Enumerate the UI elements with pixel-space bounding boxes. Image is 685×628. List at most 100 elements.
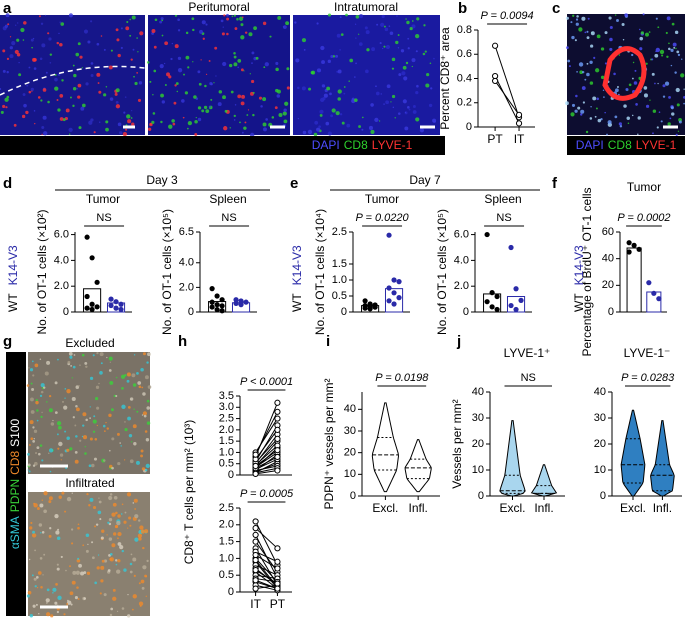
image-texture <box>34 549 36 552</box>
image-texture <box>600 75 605 80</box>
image-texture <box>42 115 47 120</box>
image-texture <box>30 397 34 402</box>
image-texture <box>46 602 48 604</box>
image-texture <box>58 495 62 499</box>
image-texture <box>675 47 677 50</box>
image-texture <box>307 129 313 135</box>
legend-bar <box>567 136 685 155</box>
image-texture <box>110 607 114 611</box>
pair-point <box>274 453 281 461</box>
image-texture <box>57 528 60 531</box>
image-texture <box>314 120 319 125</box>
image-texture <box>98 382 100 385</box>
image-texture <box>354 98 358 102</box>
image-texture <box>633 81 638 85</box>
dot <box>219 308 225 314</box>
image-background <box>28 352 150 474</box>
image-texture <box>20 27 25 33</box>
image-texture <box>124 374 127 377</box>
image-texture <box>639 47 643 51</box>
dot <box>396 279 402 285</box>
image-texture <box>29 526 33 530</box>
image-texture <box>103 593 107 597</box>
image-texture <box>72 64 75 67</box>
image-texture <box>31 388 35 391</box>
image-texture <box>146 406 151 410</box>
image-texture <box>147 127 152 131</box>
image-texture <box>405 18 407 20</box>
image-texture <box>59 117 64 121</box>
image-texture <box>149 80 152 83</box>
chart-title: Spleen <box>484 192 521 206</box>
image-texture <box>52 592 54 594</box>
image-texture <box>107 521 110 524</box>
image-texture <box>59 21 62 24</box>
image-texture <box>90 62 94 65</box>
image-texture <box>670 106 674 110</box>
image-texture <box>117 559 121 563</box>
dot <box>489 304 495 310</box>
image-texture <box>74 450 78 454</box>
image-texture <box>127 405 131 409</box>
image-texture <box>258 96 263 100</box>
image-texture <box>81 67 83 69</box>
image-texture <box>86 571 91 575</box>
image-texture <box>595 68 600 73</box>
y-tick-label: 10 <box>594 464 606 476</box>
image-texture <box>99 352 104 357</box>
image-background <box>28 492 150 616</box>
image-texture <box>395 40 399 45</box>
image-texture <box>25 110 29 115</box>
image-texture <box>64 397 66 399</box>
image-texture <box>48 534 52 538</box>
image-texture <box>223 14 226 17</box>
image-texture <box>84 452 87 455</box>
image-texture <box>397 47 400 49</box>
image-texture <box>54 411 58 414</box>
image-texture <box>95 397 99 401</box>
y-tick-label: 6.5 <box>179 226 194 238</box>
image-texture <box>116 610 119 612</box>
image-texture <box>64 388 67 390</box>
image-texture <box>655 47 661 53</box>
image-texture <box>132 594 137 599</box>
image-texture <box>22 93 26 96</box>
image-texture <box>28 367 30 369</box>
image-texture <box>47 452 50 455</box>
image-texture <box>355 62 357 65</box>
image-texture <box>201 20 206 25</box>
image-texture <box>66 603 68 606</box>
image-texture <box>222 26 224 28</box>
dot <box>362 298 368 304</box>
x-tick-label: Infl. <box>653 501 672 515</box>
image-texture <box>66 600 72 605</box>
image-texture <box>183 73 185 76</box>
image-texture <box>336 33 341 38</box>
image-texture <box>33 429 38 433</box>
image-texture <box>643 86 648 90</box>
image-texture <box>48 448 54 453</box>
image-texture <box>584 78 587 81</box>
image-texture <box>33 110 36 112</box>
image-texture <box>91 541 94 544</box>
y-tick-label: 0.4 <box>457 72 472 84</box>
image-texture <box>127 614 131 618</box>
image-texture <box>137 51 139 53</box>
image-texture <box>108 413 112 418</box>
image-texture <box>181 99 185 103</box>
image-texture <box>642 13 645 16</box>
image-texture <box>9 36 12 38</box>
image-texture <box>71 542 74 545</box>
image-texture <box>335 54 338 58</box>
panel-letter: i <box>326 333 330 350</box>
image-texture <box>40 383 45 388</box>
pair-line <box>255 584 278 591</box>
image-texture <box>41 499 44 501</box>
y-tick-label: 0.5 <box>219 569 234 581</box>
image-texture <box>68 133 71 135</box>
image-texture <box>131 122 135 126</box>
significance: P = 0.0220 <box>356 212 410 224</box>
image-texture <box>61 79 64 82</box>
image-texture <box>71 580 76 585</box>
image-texture <box>71 492 73 494</box>
